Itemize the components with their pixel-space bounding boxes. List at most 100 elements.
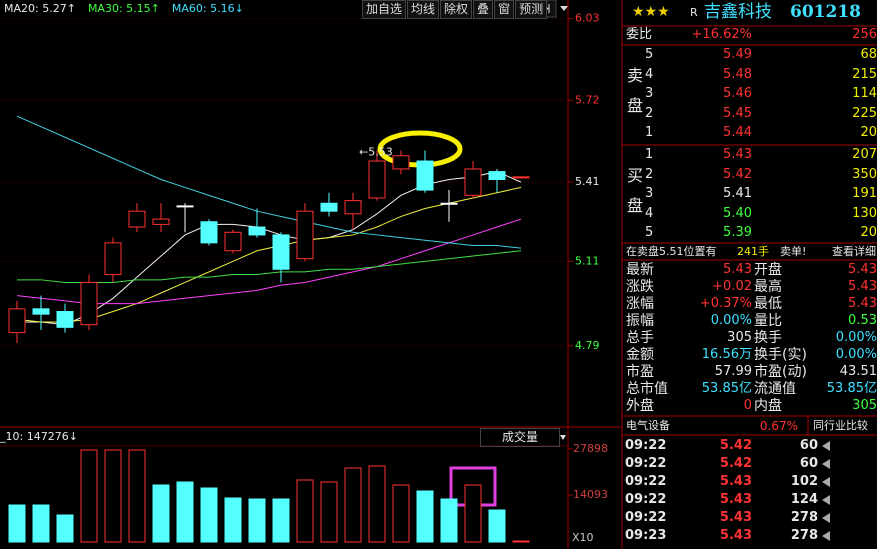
volume-bar [152, 484, 170, 543]
tick-volume: 102 [790, 474, 818, 489]
volume-selector[interactable]: 成交量 [480, 428, 560, 447]
tick-price: 5.42 [719, 438, 752, 453]
stat-label: 量比 [754, 313, 782, 329]
stat-label: 市盈(动) [754, 364, 807, 380]
stat-label: 涨幅 [626, 296, 654, 312]
stat-value: 5.43 [848, 296, 877, 311]
candle-body [272, 234, 290, 270]
toolbar-button[interactable]: 窗 [494, 0, 515, 19]
level: 3 [645, 86, 654, 101]
sector-change: 0.67% [759, 419, 798, 433]
sector-compare[interactable]: 同行业比较 [813, 419, 868, 432]
y-tick-label: 5.41 [575, 175, 600, 188]
ma-line [16, 186, 522, 323]
stat-value: 53.85亿 [701, 381, 752, 396]
level: 2 [645, 105, 654, 121]
volume: 225 [852, 105, 877, 121]
price: 5.41 [723, 186, 752, 201]
volume-bar [56, 514, 74, 543]
volume-bar [320, 481, 338, 543]
candle-body [368, 160, 386, 199]
volume: 20 [860, 225, 877, 240]
volume-bar [8, 504, 26, 543]
stat-value: 305 [727, 330, 752, 345]
toolbar-button[interactable]: 叠 [473, 0, 494, 19]
tick-time: 09:22 [625, 456, 667, 471]
tick-price: 5.42 [719, 456, 752, 471]
tick-volume: 60 [799, 456, 818, 471]
price: 5.42 [723, 166, 752, 182]
volume-bar [464, 484, 482, 543]
y-tick-label: 14093 [573, 488, 608, 501]
stat-value: 0.00% [835, 347, 877, 362]
tick-volume: 124 [790, 492, 818, 507]
stat-label: 金额 [626, 347, 654, 363]
toolbar-button[interactable]: 除权 [440, 0, 473, 19]
stat-label: 流通值 [754, 381, 796, 397]
stock-code: 601218 [790, 2, 861, 22]
price: 5.45 [723, 105, 752, 121]
stock-name: 吉鑫科技 [704, 2, 772, 22]
tick-price: 5.43 [719, 510, 752, 525]
stat-label: 换手(实) [754, 347, 807, 363]
level: 4 [645, 66, 654, 82]
tick-price: 5.43 [719, 474, 752, 489]
volume-bar [440, 498, 458, 543]
volume-bar [296, 479, 314, 543]
tick-volume: 278 [790, 510, 818, 525]
annotation: ←5.53 [359, 145, 393, 158]
candle-body [320, 202, 338, 212]
price: 5.43 [723, 147, 752, 162]
level: 1 [645, 125, 654, 140]
price: 5.49 [723, 47, 752, 62]
candle-body [200, 221, 218, 244]
level: 2 [645, 166, 654, 182]
candle-body [224, 231, 242, 252]
stat-value: 5.43 [848, 262, 877, 277]
toolbar: 加自选 均线 除权叠窗预测 [362, 0, 548, 19]
candle-body [488, 171, 506, 181]
legend: MA20: 5.27↑ MA30: 5.15↑ MA60: 5.16↓ [4, 1, 244, 17]
ma-line [17, 250, 522, 283]
stat-label: 总市值 [626, 381, 668, 397]
tick-volume: 278 [790, 528, 818, 543]
tick-price: 5.43 [719, 528, 752, 543]
sell-label: 卖盘 [624, 67, 643, 127]
stat-value: 53.85亿 [826, 381, 877, 396]
sector-name: 电气设备 [626, 419, 670, 432]
stat-value: 5.43 [848, 279, 877, 294]
ratio-diff: 256 [852, 27, 877, 42]
candle-body [416, 160, 434, 191]
stat-value: 5.43 [723, 262, 752, 277]
toolbar-button[interactable]: 均线 [407, 0, 440, 19]
toolbar-button[interactable]: 预测 [515, 0, 548, 19]
stat-label: 最新 [626, 262, 654, 278]
candle-body [512, 176, 530, 179]
volume: 68 [860, 47, 877, 62]
tick-time: 09:22 [625, 510, 667, 525]
tick-arrow [822, 459, 830, 469]
tick-time: 09:23 [625, 528, 667, 543]
ma-line [16, 218, 522, 305]
toolbar-button[interactable]: 加自选 [362, 0, 407, 19]
volume-bar [248, 498, 266, 543]
candle-body [128, 210, 146, 228]
legend-item: MA60: 5.16↓ [171, 2, 244, 15]
volume-legend: _10: 147276↓ [0, 430, 78, 443]
stat-label: 最高 [754, 279, 782, 295]
unit-label: X10 [572, 531, 594, 544]
tick-time: 09:22 [625, 438, 667, 453]
notice-lots: 241手 [737, 245, 769, 258]
level: 4 [645, 205, 654, 221]
stat-value: 16.56万 [701, 347, 752, 362]
candle-body [344, 200, 362, 215]
volume-bar [512, 540, 530, 543]
notice-link[interactable]: 查看详细 [832, 245, 876, 258]
y-tick-label: 5.11 [575, 254, 600, 267]
volume-bar [368, 465, 386, 543]
level: 1 [645, 147, 654, 162]
tick-time: 09:22 [625, 474, 667, 489]
ratio-value: +16.62% [691, 27, 752, 42]
stat-value: +0.37% [699, 296, 752, 311]
